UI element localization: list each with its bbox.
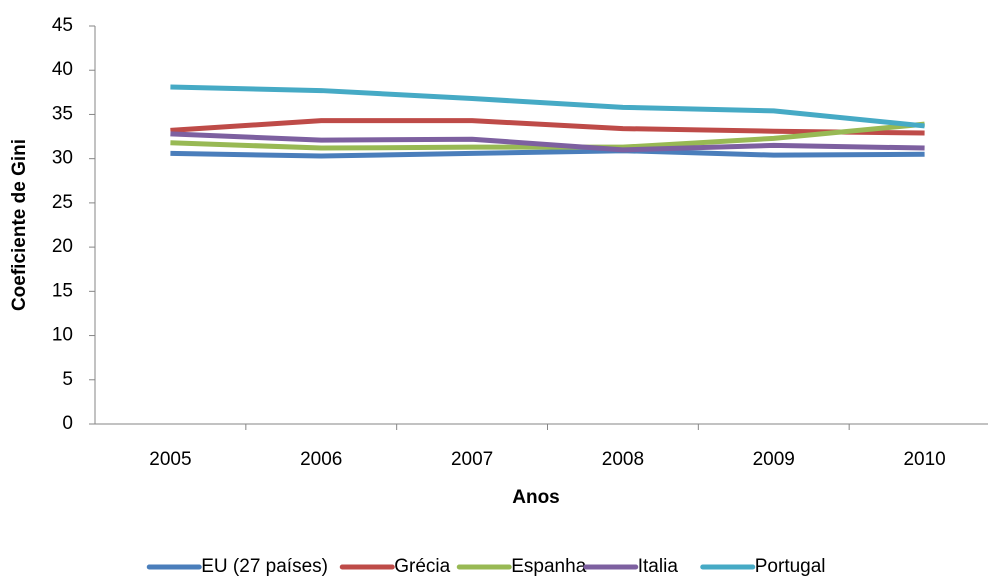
series-line [170,131,925,153]
y-tick-label: 5 [62,369,73,390]
x-tick-label: 2005 [149,449,191,470]
series-line [170,121,925,151]
y-tick-label: 0 [62,413,73,434]
legend-label: Grécia [394,556,450,577]
x-tick-label: 2009 [753,449,795,470]
y-tick-label: 45 [52,15,73,36]
series-line [170,118,925,136]
y-tick-label: 15 [52,280,73,301]
y-tick-label: 10 [52,325,73,346]
x-axis-title: Anos [512,487,560,508]
y-tick-label: 20 [52,236,73,257]
legend-label: Portugal [755,556,826,577]
x-tick-label: 2008 [602,449,644,470]
x-tick-label: 2006 [300,449,342,470]
series-line [170,148,925,159]
legend-label: Italia [638,556,679,577]
y-tick-label: 35 [52,103,73,124]
y-tick-label: 40 [52,59,73,80]
legend-label: Espanha [511,556,586,577]
series-line [170,84,925,129]
y-tick-label: 25 [52,192,73,213]
x-tick-label: 2007 [451,449,493,470]
y-axis-title: Coeficiente de Gini [9,139,30,311]
x-tick-label: 2010 [903,449,945,470]
legend-label: EU (27 países) [201,556,328,577]
y-tick-label: 30 [52,148,73,169]
